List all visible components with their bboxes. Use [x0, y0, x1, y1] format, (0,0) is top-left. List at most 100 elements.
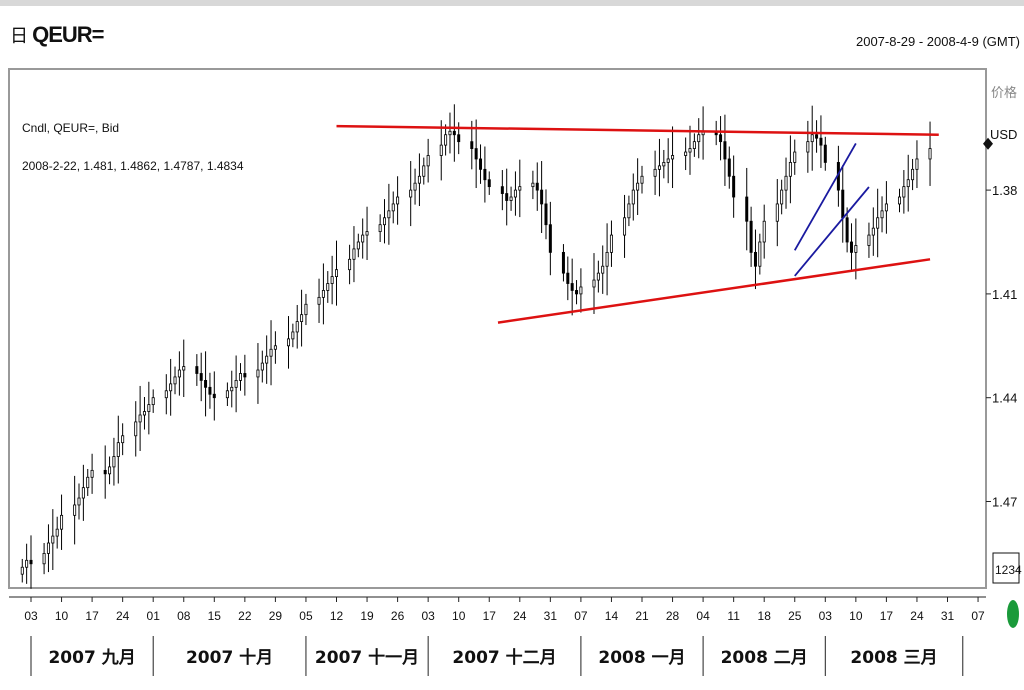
candle-body — [265, 355, 269, 364]
candle-body — [169, 383, 173, 392]
candle-body — [631, 189, 635, 205]
y-tick-label: 1.47 — [992, 495, 1017, 510]
candle-body — [108, 466, 112, 475]
candle-body — [55, 528, 59, 537]
candle-body — [317, 296, 321, 305]
window-icon: 日 — [10, 26, 28, 46]
candle-body — [42, 553, 46, 565]
candle-body — [662, 162, 666, 167]
month-label: 2008 二月 — [721, 648, 808, 668]
month-label: 2007 九月 — [48, 648, 135, 668]
candle-body — [653, 168, 657, 177]
x-tick-label: 07 — [971, 609, 985, 623]
currency-axis-label: USD — [990, 127, 1017, 142]
candle-body — [509, 196, 513, 201]
axis-format-button-label[interactable]: 1234 — [995, 563, 1022, 577]
candle-body — [531, 182, 535, 188]
candle-body — [758, 241, 762, 267]
plot-area[interactable] — [8, 68, 987, 589]
candle-body — [300, 314, 304, 322]
candle-body — [286, 338, 290, 347]
candle-body — [871, 227, 875, 236]
x-tick-label: 10 — [55, 609, 69, 623]
candle-body — [570, 283, 574, 291]
candle-body — [849, 241, 853, 253]
candle-body — [880, 210, 884, 219]
candle-body — [29, 559, 33, 565]
window-top-edge — [0, 0, 1024, 6]
candle-body — [365, 231, 369, 236]
candle-body — [173, 376, 177, 385]
candle-body — [474, 148, 478, 160]
y-tick-label: 1.44 — [992, 391, 1017, 406]
candle-body — [627, 203, 631, 219]
x-tick-label: 29 — [269, 609, 283, 623]
x-tick-label: 12 — [330, 609, 344, 623]
x-tick-label: 24 — [116, 609, 130, 623]
candle-body — [243, 373, 247, 378]
candle-body — [793, 151, 797, 163]
candle-body — [544, 203, 548, 226]
candle-body — [841, 189, 845, 219]
candle-body — [897, 196, 901, 205]
y-tick-label: 1.41 — [992, 287, 1017, 302]
candle-body — [902, 186, 906, 198]
x-tick-label: 17 — [483, 609, 497, 623]
candle-body — [234, 379, 238, 388]
candle-body — [854, 245, 858, 253]
candle-body — [452, 130, 456, 136]
candle-body — [439, 144, 443, 156]
candle-body — [784, 175, 788, 191]
candle-body — [138, 414, 142, 423]
candle-body — [212, 393, 216, 399]
candle-body — [225, 390, 229, 399]
axis-format-button[interactable]: 1234 — [992, 552, 1022, 584]
candle-body — [911, 168, 915, 181]
candle-body — [77, 497, 81, 506]
candle-body — [422, 165, 426, 177]
candle-body — [884, 203, 888, 212]
month-label: 2008 一月 — [598, 648, 685, 668]
candle-body — [326, 283, 330, 291]
candle-body — [457, 134, 461, 143]
x-tick-label: 10 — [452, 609, 466, 623]
candle-body — [596, 272, 600, 281]
candle-body — [321, 290, 325, 298]
candle-body — [806, 141, 810, 153]
candle-body — [579, 286, 583, 295]
candle-body — [876, 217, 880, 229]
symbol-title: 日 QEUR= — [10, 22, 105, 48]
candle-body — [906, 179, 910, 188]
legend-line-1: Cndl, QEUR=, Bid — [22, 121, 119, 135]
symbol-label: QEUR= — [32, 22, 104, 47]
triangle-trendline — [336, 124, 939, 136]
candle-body — [112, 456, 116, 468]
date-range-label: 2007-8-29 - 2008-4-9 (GMT) — [855, 34, 1020, 49]
candle-body — [417, 175, 421, 184]
candle-body — [867, 234, 871, 246]
candle-body — [479, 158, 483, 170]
candle-body — [636, 182, 640, 191]
candle-body — [413, 182, 417, 191]
candle-body — [810, 134, 814, 143]
candle-body — [762, 220, 766, 243]
candle-body — [348, 258, 352, 271]
x-tick-label: 31 — [544, 609, 558, 623]
candle-body — [73, 504, 77, 516]
candle-body — [260, 362, 264, 371]
month-label: 2008 三月 — [850, 648, 937, 668]
x-tick-label: 17 — [85, 609, 99, 623]
candle-body — [25, 559, 29, 568]
x-tick-label: 28 — [666, 609, 680, 623]
candle-body — [51, 535, 55, 544]
candle-body — [601, 265, 605, 274]
candle-body — [182, 366, 186, 371]
candle-body — [470, 141, 474, 149]
candle-body — [566, 272, 570, 284]
candle-body — [46, 542, 50, 554]
candle-body — [269, 348, 273, 357]
candle-body — [518, 186, 522, 191]
x-tick-label: 14 — [605, 609, 619, 623]
candle-body — [487, 179, 491, 188]
